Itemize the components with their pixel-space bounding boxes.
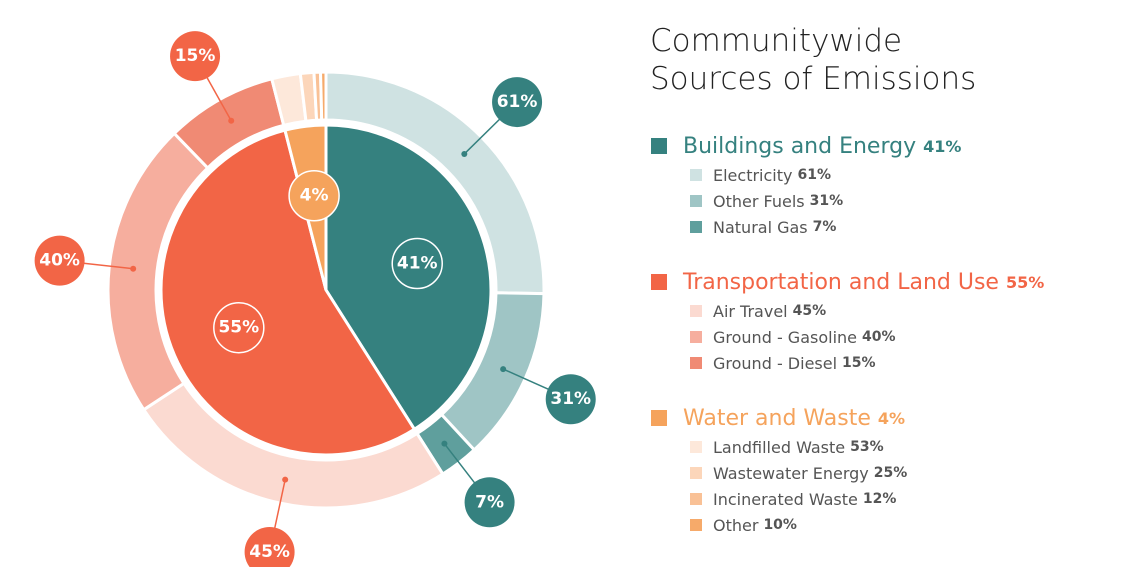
legend-item: Air Travel 45% bbox=[713, 302, 826, 321]
legend-item-name: Other Fuels bbox=[713, 192, 805, 211]
legend-item-value: 15% bbox=[842, 355, 876, 371]
legend-item-value: 31% bbox=[810, 193, 844, 209]
legend-item-value: 25% bbox=[874, 465, 908, 481]
legend-group-name: Transportation and Land Use bbox=[682, 270, 999, 295]
legend-item: Other Fuels 31% bbox=[713, 192, 843, 211]
callout-dot bbox=[228, 117, 235, 124]
callout-dot bbox=[500, 366, 507, 373]
legend-group-value: 41% bbox=[923, 137, 961, 156]
legend-swatch bbox=[651, 410, 667, 426]
inner-label: 41% bbox=[397, 253, 438, 273]
inner-bubble bbox=[288, 169, 340, 222]
callout-bubble bbox=[34, 235, 85, 286]
inner-bubble bbox=[391, 237, 443, 290]
legend-item-name: Wastewater Energy bbox=[713, 464, 869, 483]
legend-group-value: 55% bbox=[1006, 273, 1044, 292]
legend-group: Water and Waste 4% bbox=[683, 406, 905, 431]
legend-item-value: 53% bbox=[850, 439, 884, 455]
legend-item: Natural Gas 7% bbox=[713, 218, 836, 237]
callout-bubble bbox=[170, 31, 221, 82]
inner-label: 55% bbox=[218, 318, 259, 338]
legend-swatch bbox=[690, 519, 702, 531]
callout-dot bbox=[130, 265, 137, 272]
legend-swatch bbox=[690, 221, 702, 233]
legend-swatch bbox=[690, 331, 702, 343]
outer-slice bbox=[318, 70, 328, 122]
legend-group: Transportation and Land Use 55% bbox=[682, 270, 1044, 295]
legend-item-name: Incinerated Waste bbox=[713, 490, 858, 509]
legend-group-name: Buildings and Energy bbox=[683, 134, 916, 159]
legend-swatch bbox=[690, 467, 702, 479]
legend-swatch bbox=[651, 274, 667, 290]
legend-item: Ground - Gasoline 40% bbox=[713, 328, 896, 347]
legend-item: Landfilled Waste 53% bbox=[713, 438, 884, 457]
callout-dot bbox=[282, 476, 289, 483]
legend-swatch bbox=[690, 195, 702, 207]
inner-bubble bbox=[213, 301, 265, 354]
legend-item: Other 10% bbox=[713, 516, 797, 535]
callout-bubble bbox=[492, 77, 543, 128]
legend-item-value: 12% bbox=[863, 491, 897, 507]
legend-swatch bbox=[690, 305, 702, 317]
legend-item-name: Air Travel bbox=[713, 302, 788, 321]
inner-slice bbox=[159, 128, 417, 457]
legend-item-name: Electricity bbox=[713, 166, 792, 185]
callout-bubble bbox=[545, 374, 596, 425]
callout-label: 7% bbox=[475, 492, 504, 512]
legend-item-value: 45% bbox=[793, 303, 827, 319]
callout-bubble bbox=[464, 477, 515, 528]
legend-swatch bbox=[690, 493, 702, 505]
callout-label: 45% bbox=[249, 542, 290, 562]
chart-title: Communitywide Sources of Emissions bbox=[650, 23, 977, 97]
legend-item-name: Landfilled Waste bbox=[713, 438, 845, 457]
callout-bubble bbox=[244, 527, 295, 567]
legend-item-name: Natural Gas bbox=[713, 218, 808, 237]
callout-dot bbox=[441, 440, 448, 447]
legend-item-name: Ground - Diesel bbox=[713, 354, 837, 373]
legend-swatch bbox=[690, 169, 702, 181]
callout-label: 31% bbox=[550, 389, 591, 409]
legend-item-value: 40% bbox=[862, 329, 896, 345]
legend-item-value: 10% bbox=[763, 517, 797, 533]
legend-swatch bbox=[690, 441, 702, 453]
legend-item-name: Ground - Gasoline bbox=[713, 328, 857, 347]
legend-swatch bbox=[651, 138, 667, 154]
legend-item: Wastewater Energy 25% bbox=[713, 464, 907, 483]
legend-item-name: Other bbox=[713, 516, 759, 535]
legend-item: Electricity 61% bbox=[713, 166, 831, 185]
legend-swatch bbox=[690, 357, 702, 369]
legend-group-name: Water and Waste bbox=[683, 406, 871, 431]
legend-item: Incinerated Waste 12% bbox=[713, 490, 896, 509]
callout-label: 40% bbox=[39, 251, 80, 271]
inner-label: 4% bbox=[300, 186, 329, 206]
legend-group-value: 4% bbox=[878, 409, 905, 428]
legend-item-value: 7% bbox=[813, 219, 837, 235]
callout-label: 61% bbox=[497, 92, 538, 112]
callout-dot bbox=[461, 150, 468, 157]
legend-group: Buildings and Energy 41% bbox=[683, 134, 961, 159]
legend-item: Ground - Diesel 15% bbox=[713, 354, 876, 373]
legend-item-value: 61% bbox=[797, 167, 831, 183]
callout-label: 15% bbox=[175, 46, 216, 66]
